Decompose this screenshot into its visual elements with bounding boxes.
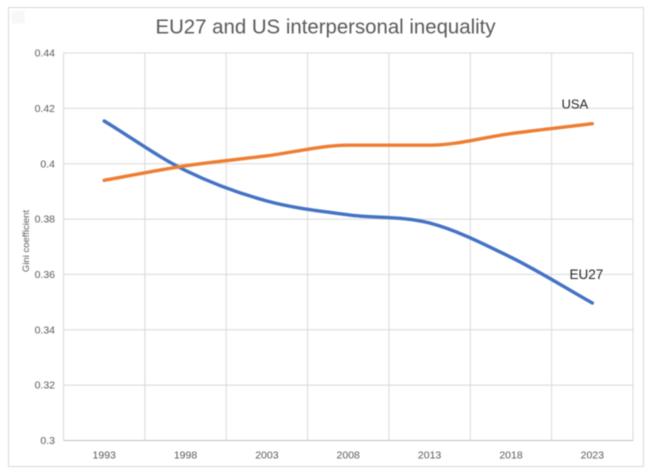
svg-text:Gini coefficient: Gini coefficient xyxy=(21,210,32,272)
svg-text:1993: 1993 xyxy=(93,450,117,462)
svg-text:0.3: 0.3 xyxy=(40,435,55,447)
svg-text:0.32: 0.32 xyxy=(35,380,56,392)
svg-text:0.44: 0.44 xyxy=(35,48,56,60)
svg-text:2013: 2013 xyxy=(418,450,442,462)
svg-text:0.36: 0.36 xyxy=(35,269,56,281)
svg-text:2018: 2018 xyxy=(499,450,523,462)
svg-text:2023: 2023 xyxy=(581,450,605,462)
svg-text:USA: USA xyxy=(562,97,589,112)
svg-text:0.42: 0.42 xyxy=(35,103,56,115)
svg-text:0.4: 0.4 xyxy=(40,158,55,170)
svg-text:0.34: 0.34 xyxy=(35,324,56,336)
svg-text:1998: 1998 xyxy=(174,450,198,462)
svg-text:EU27 and US interpersonal ineq: EU27 and US interpersonal inequality xyxy=(155,17,496,39)
svg-text:2003: 2003 xyxy=(255,450,279,462)
svg-text:EU27: EU27 xyxy=(570,267,604,282)
svg-text:0.38: 0.38 xyxy=(35,214,56,226)
svg-text:2008: 2008 xyxy=(337,450,361,462)
